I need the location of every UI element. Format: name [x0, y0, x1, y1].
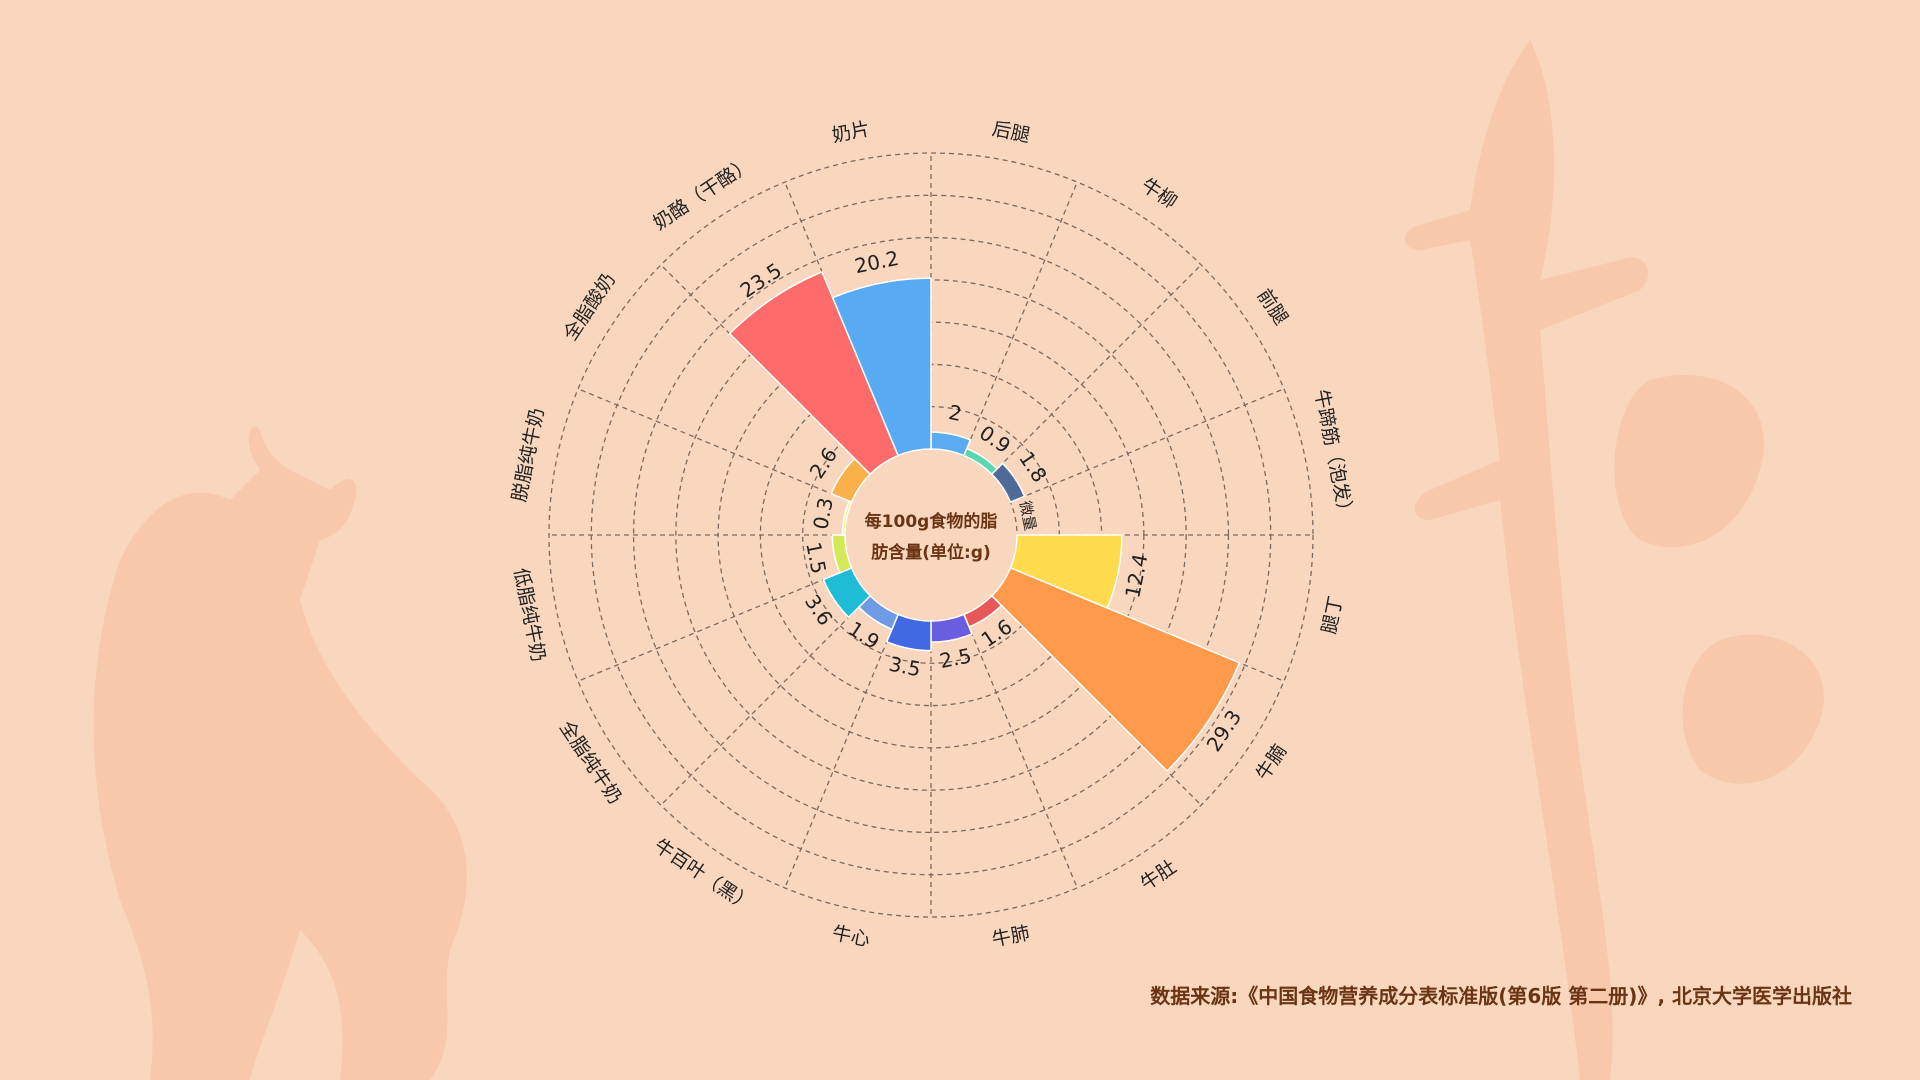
category-label: 牛百叶（黑） — [650, 835, 757, 917]
category-label: 牛心 — [830, 922, 872, 951]
value-label: 微量 — [1016, 499, 1040, 532]
grid-spoke — [1010, 388, 1285, 503]
bar-15[interactable] — [831, 277, 932, 457]
value-label: 0.3 — [808, 496, 838, 532]
grid-spoke — [660, 595, 871, 806]
grid-spoke — [577, 388, 852, 503]
bars — [728, 270, 1241, 773]
bull-silhouette — [93, 427, 467, 1080]
bar-5[interactable] — [990, 566, 1241, 773]
category-label: 后腿 — [990, 118, 1032, 147]
category-label: 奶片 — [830, 118, 872, 147]
bar-10[interactable] — [822, 566, 872, 619]
bar-12[interactable] — [841, 500, 853, 536]
value-label: 0.9 — [975, 420, 1015, 458]
grid-ring — [844, 448, 1018, 622]
category-label: 牛肺 — [990, 922, 1032, 951]
background-decoration — [93, 40, 1824, 1080]
category-label: 脱脂纯牛奶 — [508, 406, 548, 503]
category-label: 全脂纯牛奶 — [555, 717, 626, 808]
grid-spoke — [991, 264, 1202, 475]
grid-spoke — [784, 614, 899, 889]
center-title-line-2: 肪含量(单位:g) — [871, 542, 991, 563]
value-label: 1.8 — [1014, 447, 1052, 487]
grid-spoke — [963, 614, 1078, 889]
center-title: 每100g食物的脂 肪含量(单位:g) — [865, 511, 998, 563]
data-source-note: 数据来源:《中国食物营养成分表标准版(第6版 第二册)》, 北京大学医学出版社 — [1150, 984, 1852, 1008]
value-label: 2 — [947, 400, 964, 426]
polar-grid — [548, 152, 1314, 918]
bar-8[interactable] — [885, 613, 932, 652]
bar-0[interactable] — [930, 431, 972, 457]
category-label: 牛蹄筋（泡发） — [1310, 388, 1358, 523]
grid-spoke — [963, 181, 1078, 456]
category-label: 牛腩 — [1252, 741, 1291, 785]
value-label: 12.4 — [1120, 552, 1152, 600]
value-label: 20.2 — [853, 246, 901, 278]
bar-1[interactable] — [962, 447, 999, 476]
category-label: 牛柳 — [1137, 174, 1181, 213]
value-label: 3.5 — [887, 652, 923, 682]
category-label: 腿丁 — [1318, 594, 1347, 636]
bar-14[interactable] — [728, 270, 900, 476]
category-label: 低脂纯牛奶 — [509, 566, 549, 663]
category-label: 牛肚 — [1137, 856, 1181, 895]
value-label: 1.5 — [801, 540, 831, 576]
grid-spoke — [577, 567, 852, 682]
value-label: 2.5 — [938, 643, 974, 673]
bar-7[interactable] — [930, 613, 973, 643]
bar-2[interactable] — [990, 462, 1026, 504]
calligraphy-watermark — [1405, 40, 1824, 1080]
grid-ring — [548, 152, 1314, 918]
category-label: 奶酪（干酪） — [649, 153, 756, 235]
center-title-line-1: 每100g食物的脂 — [865, 511, 998, 532]
bar-11[interactable] — [831, 534, 853, 574]
category-label: 全脂酸奶 — [559, 269, 620, 344]
category-label: 前腿 — [1253, 285, 1292, 329]
